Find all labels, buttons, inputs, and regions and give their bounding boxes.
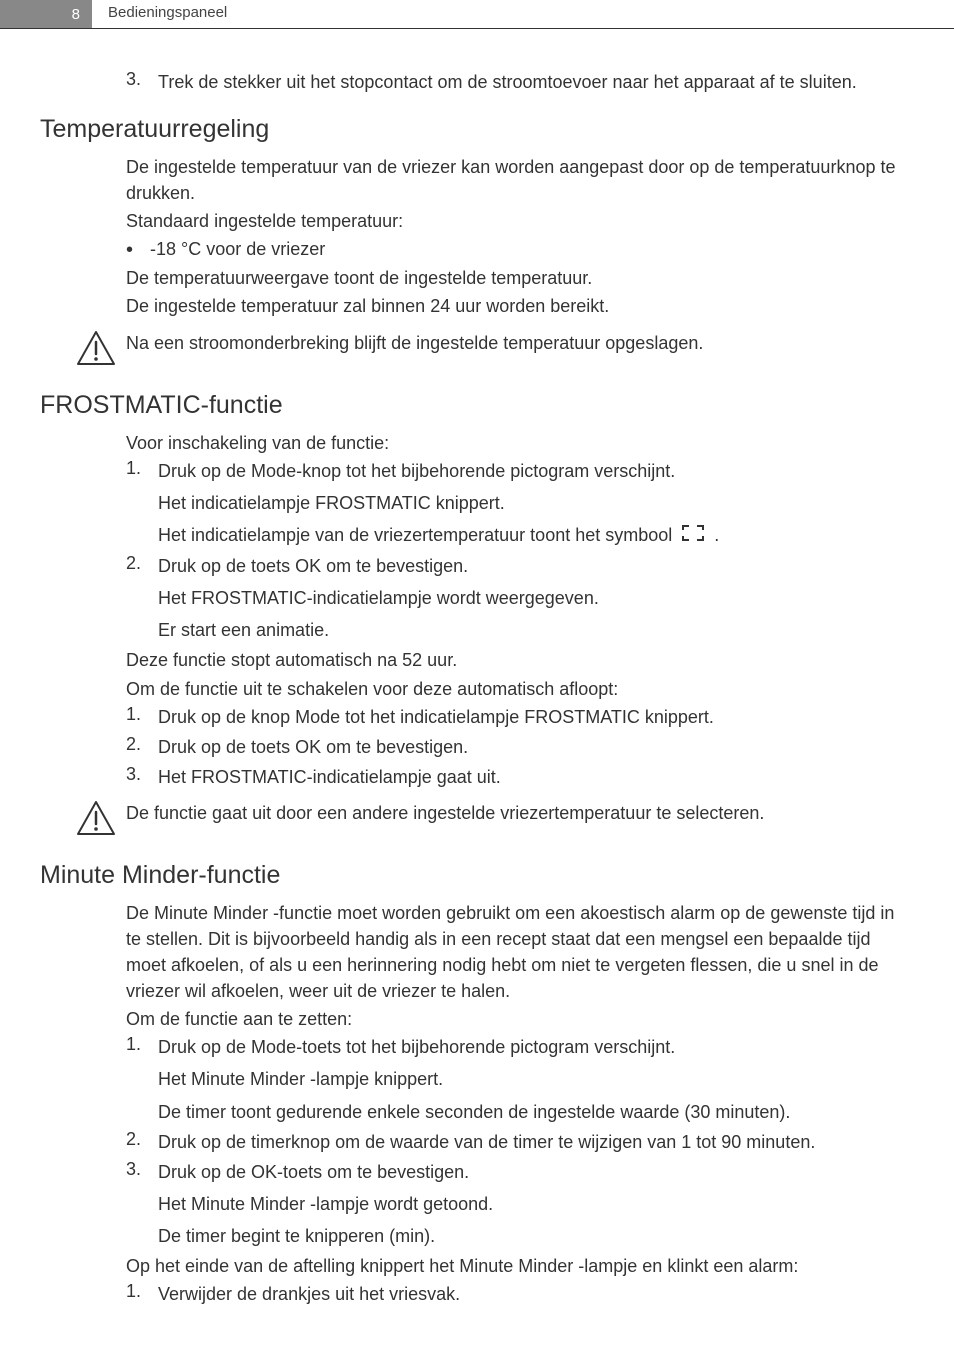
- list-main-text: Druk op de Mode-knop tot het bijbehorend…: [158, 461, 675, 481]
- list-item: 3. Het FROSTMATIC-indicatielampje gaat u…: [126, 764, 914, 790]
- section-minute-body: De Minute Minder -functie moet worden ge…: [126, 900, 914, 1307]
- list-main-text: Druk op de OK-toets om te bevestigen.: [158, 1162, 469, 1182]
- paragraph: Om de functie uit te schakelen voor deze…: [126, 676, 914, 702]
- list-main-text: Druk op de Mode-toets tot het bijbehoren…: [158, 1037, 675, 1057]
- bracket-symbol-icon: [681, 523, 705, 549]
- list-item: 3. Druk op de OK-toets om te bevestigen.…: [126, 1159, 914, 1249]
- paragraph: Om de functie aan te zetten:: [126, 1006, 914, 1032]
- paragraph: Op het einde van de aftelling knippert h…: [126, 1253, 914, 1279]
- page-number: 8: [72, 6, 80, 23]
- section-heading-frost: FROSTMATIC-functie: [40, 391, 914, 420]
- list-text: Druk op de toets OK om te bevestigen. He…: [158, 553, 599, 643]
- list-number: 3.: [126, 1159, 158, 1249]
- list-sub-text: Het indicatielampje FROSTMATIC knippert.: [158, 490, 719, 516]
- list-item: 2. Druk op de toets OK om te bevestigen.…: [126, 553, 914, 643]
- page-header: 8 Bedieningspaneel: [0, 0, 954, 29]
- list-number: 1.: [126, 458, 158, 549]
- list-number: 1.: [126, 1034, 158, 1124]
- list-text: Druk op de Mode-knop tot het bijbehorend…: [158, 458, 719, 549]
- paragraph: Deze functie stopt automatisch na 52 uur…: [126, 647, 914, 673]
- list-number: 3.: [126, 764, 158, 790]
- section-temp-body: De ingestelde temperatuur van de vriezer…: [126, 154, 914, 319]
- paragraph: De ingestelde temperatuur van de vriezer…: [126, 154, 914, 206]
- list-text: Druk op de toets OK om te bevestigen.: [158, 734, 468, 760]
- paragraph: De temperatuurweergave toont de ingestel…: [126, 265, 914, 291]
- warning-note: De functie gaat uit door een andere inge…: [40, 800, 914, 841]
- list-sub-text-suffix: .: [714, 525, 719, 545]
- breadcrumb: Bedieningspaneel: [92, 4, 227, 25]
- list-sub-text-part: Het indicatielampje van de vriezertemper…: [158, 525, 672, 545]
- intro-list: 3. Trek de stekker uit het stopcontact o…: [126, 69, 914, 95]
- paragraph: De Minute Minder -functie moet worden ge…: [126, 900, 914, 1004]
- list-item: 1. Druk op de knop Mode tot het indicati…: [126, 704, 914, 730]
- section-heading-minute: Minute Minder-functie: [40, 861, 914, 890]
- warning-text: De functie gaat uit door een andere inge…: [126, 800, 914, 826]
- list-item: 1. Druk op de Mode-knop tot het bijbehor…: [126, 458, 914, 549]
- warning-icon: [76, 330, 126, 371]
- list-number: 3.: [126, 69, 158, 95]
- list-sub-text: De timer begint te knipperen (min).: [158, 1223, 493, 1249]
- list-item: 1. Verwijder de drankjes uit het vriesva…: [126, 1281, 914, 1307]
- list-item: 2. Druk op de toets OK om te bevestigen.: [126, 734, 914, 760]
- list-number: 1.: [126, 1281, 158, 1307]
- page-number-box: 8: [0, 0, 92, 28]
- bullet-dot-icon: •: [126, 236, 150, 265]
- warning-text: Na een stroomonderbreking blijft de inge…: [126, 330, 914, 356]
- list-sub-text: Het Minute Minder -lampje knippert.: [158, 1066, 790, 1092]
- section-heading-temp: Temperatuurregeling: [40, 115, 914, 144]
- list-number: 2.: [126, 734, 158, 760]
- list-text: Trek de stekker uit het stopcontact om d…: [158, 69, 857, 95]
- list-number: 2.: [126, 553, 158, 643]
- page-content: 3. Trek de stekker uit het stopcontact o…: [0, 69, 954, 1351]
- paragraph: Standaard ingestelde temperatuur:: [126, 208, 914, 234]
- list-text: Druk op de OK-toets om te bevestigen. He…: [158, 1159, 493, 1249]
- bullet-item: • -18 °C voor de vriezer: [126, 236, 914, 265]
- list-sub-text: De timer toont gedurende enkele seconden…: [158, 1099, 790, 1125]
- list-sub-text: Er start een animatie.: [158, 617, 599, 643]
- list-item: 1. Druk op de Mode-toets tot het bijbeho…: [126, 1034, 914, 1124]
- bullet-text: -18 °C voor de vriezer: [150, 236, 325, 265]
- list-sub-text: Het FROSTMATIC-indicatielampje wordt wee…: [158, 585, 599, 611]
- paragraph: De ingestelde temperatuur zal binnen 24 …: [126, 293, 914, 319]
- list-number: 1.: [126, 704, 158, 730]
- list-sub-text: Het Minute Minder -lampje wordt getoond.: [158, 1191, 493, 1217]
- list-item: 2. Druk op de timerknop om de waarde van…: [126, 1129, 914, 1155]
- list-text: Druk op de timerknop om de waarde van de…: [158, 1129, 815, 1155]
- list-main-text: Druk op de toets OK om te bevestigen.: [158, 556, 468, 576]
- paragraph: Voor inschakeling van de functie:: [126, 430, 914, 456]
- warning-icon: [76, 800, 126, 841]
- list-text: Druk op de knop Mode tot het indicatiela…: [158, 704, 714, 730]
- list-number: 2.: [126, 1129, 158, 1155]
- list-item: 3. Trek de stekker uit het stopcontact o…: [126, 69, 914, 95]
- list-sub-text: Het indicatielampje van de vriezertemper…: [158, 522, 719, 549]
- list-text: Druk op de Mode-toets tot het bijbehoren…: [158, 1034, 790, 1124]
- list-text: Het FROSTMATIC-indicatielampje gaat uit.: [158, 764, 501, 790]
- list-text: Verwijder de drankjes uit het vriesvak.: [158, 1281, 460, 1307]
- section-frost-body: Voor inschakeling van de functie: 1. Dru…: [126, 430, 914, 790]
- warning-note: Na een stroomonderbreking blijft de inge…: [40, 330, 914, 371]
